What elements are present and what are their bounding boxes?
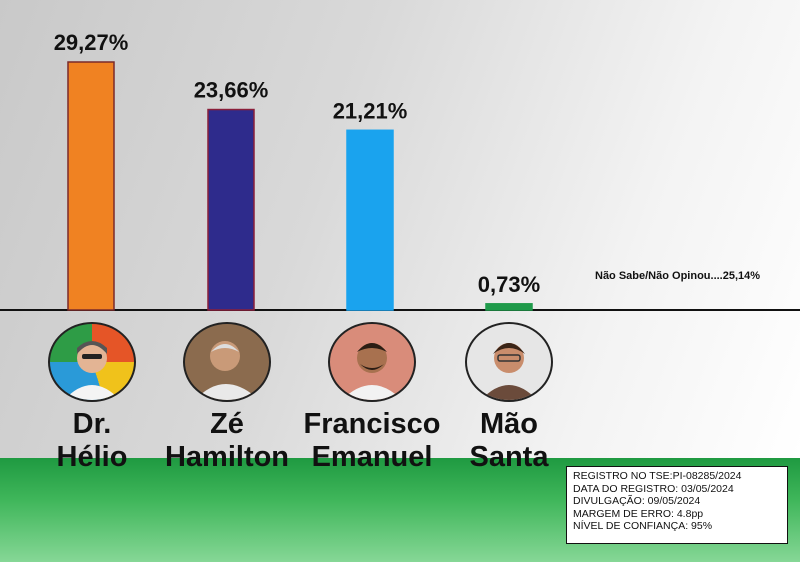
candidate-name: Dr. Hélio: [56, 408, 128, 473]
bar-value-label-3: 0,73%: [478, 272, 540, 297]
portrait-icon: [64, 341, 120, 400]
portrait-icon: [342, 343, 402, 400]
bar-value-label-1: 23,66%: [194, 78, 269, 103]
bar-2: [346, 129, 394, 311]
bar-value-label-2: 21,21%: [333, 98, 408, 123]
margin-of-error-text: MARGEM DE ERRO: 4.8pp: [573, 507, 704, 520]
registration-text: REGISTRO NO TSE:PI-08285/2024: [573, 470, 742, 482]
registration-date-text: DATA DO REGISTRO: 03/05/2024: [573, 482, 734, 495]
bar-1: [207, 108, 255, 311]
candidate-name: Zé Hamilton: [164, 408, 290, 473]
confidence-level-text: NÍVEL DE CONFIANÇA: 95%: [573, 520, 713, 532]
candidate-photo: [48, 322, 136, 402]
bar-0: [67, 61, 115, 311]
candidate-dr-helio: Dr. Hélio: [17, 322, 167, 474]
bar-3: [485, 303, 533, 311]
portrait-icon: [481, 343, 537, 400]
candidate-mao-santa: Mão Santa: [434, 322, 584, 474]
survey-info-box: REGISTRO NO TSE:PI-08285/2024 DATA DO RE…: [566, 466, 788, 544]
candidate-francisco-emanuel: Francisco Emanuel: [297, 322, 447, 474]
candidate-name: Mão Santa: [469, 408, 549, 473]
portrait-icon: [195, 341, 259, 400]
candidate-photo: [328, 322, 416, 402]
candidate-photo: [465, 322, 553, 402]
undecided-note: Não Sabe/Não Opinou....25,14%: [595, 270, 760, 282]
release-date-text: DIVULGAÇÃO: 09/05/2024: [573, 495, 701, 507]
bar-value-label-0: 29,27%: [54, 30, 129, 55]
bar-chart: Não Sabe/Não Opinou....25,14% 29,27% 23,6…: [0, 30, 800, 311]
candidate-photo: [183, 322, 271, 402]
candidate-name: Francisco Emanuel: [303, 408, 441, 473]
candidate-ze-hamilton: Zé Hamilton: [152, 322, 302, 474]
